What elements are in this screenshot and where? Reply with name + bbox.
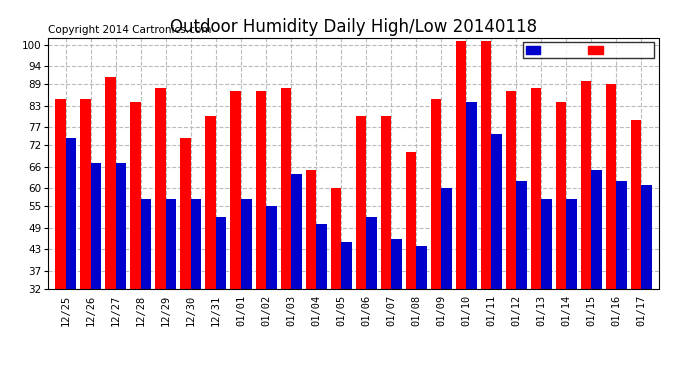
Bar: [441, 188, 452, 289]
Bar: [616, 181, 627, 289]
Bar: [581, 81, 591, 289]
Bar: [155, 88, 166, 289]
Bar: [306, 170, 316, 289]
Title: Outdoor Humidity Daily High/Low 20140118: Outdoor Humidity Daily High/Low 20140118: [170, 18, 538, 36]
Legend: Low  (%), High  (%): Low (%), High (%): [522, 42, 654, 58]
Bar: [566, 199, 577, 289]
Bar: [631, 120, 642, 289]
Bar: [255, 92, 266, 289]
Bar: [116, 163, 126, 289]
Bar: [331, 188, 341, 289]
Bar: [191, 199, 201, 289]
Bar: [80, 99, 91, 289]
Bar: [206, 117, 216, 289]
Bar: [91, 163, 101, 289]
Bar: [542, 199, 552, 289]
Bar: [181, 138, 191, 289]
Bar: [266, 206, 277, 289]
Bar: [591, 170, 602, 289]
Bar: [431, 99, 441, 289]
Bar: [141, 199, 151, 289]
Bar: [416, 246, 426, 289]
Bar: [516, 181, 526, 289]
Bar: [366, 217, 377, 289]
Bar: [216, 217, 226, 289]
Bar: [466, 102, 477, 289]
Bar: [291, 174, 302, 289]
Bar: [341, 242, 352, 289]
Bar: [316, 224, 326, 289]
Bar: [391, 238, 402, 289]
Bar: [381, 117, 391, 289]
Bar: [455, 41, 466, 289]
Text: Copyright 2014 Cartronics.com: Copyright 2014 Cartronics.com: [48, 25, 212, 35]
Bar: [556, 102, 566, 289]
Bar: [55, 99, 66, 289]
Bar: [506, 92, 516, 289]
Bar: [241, 199, 252, 289]
Bar: [355, 117, 366, 289]
Bar: [481, 41, 491, 289]
Bar: [491, 134, 502, 289]
Bar: [642, 184, 652, 289]
Bar: [166, 199, 177, 289]
Bar: [230, 92, 241, 289]
Bar: [106, 77, 116, 289]
Bar: [130, 102, 141, 289]
Bar: [406, 152, 416, 289]
Bar: [606, 84, 616, 289]
Bar: [531, 88, 542, 289]
Bar: [281, 88, 291, 289]
Bar: [66, 138, 77, 289]
